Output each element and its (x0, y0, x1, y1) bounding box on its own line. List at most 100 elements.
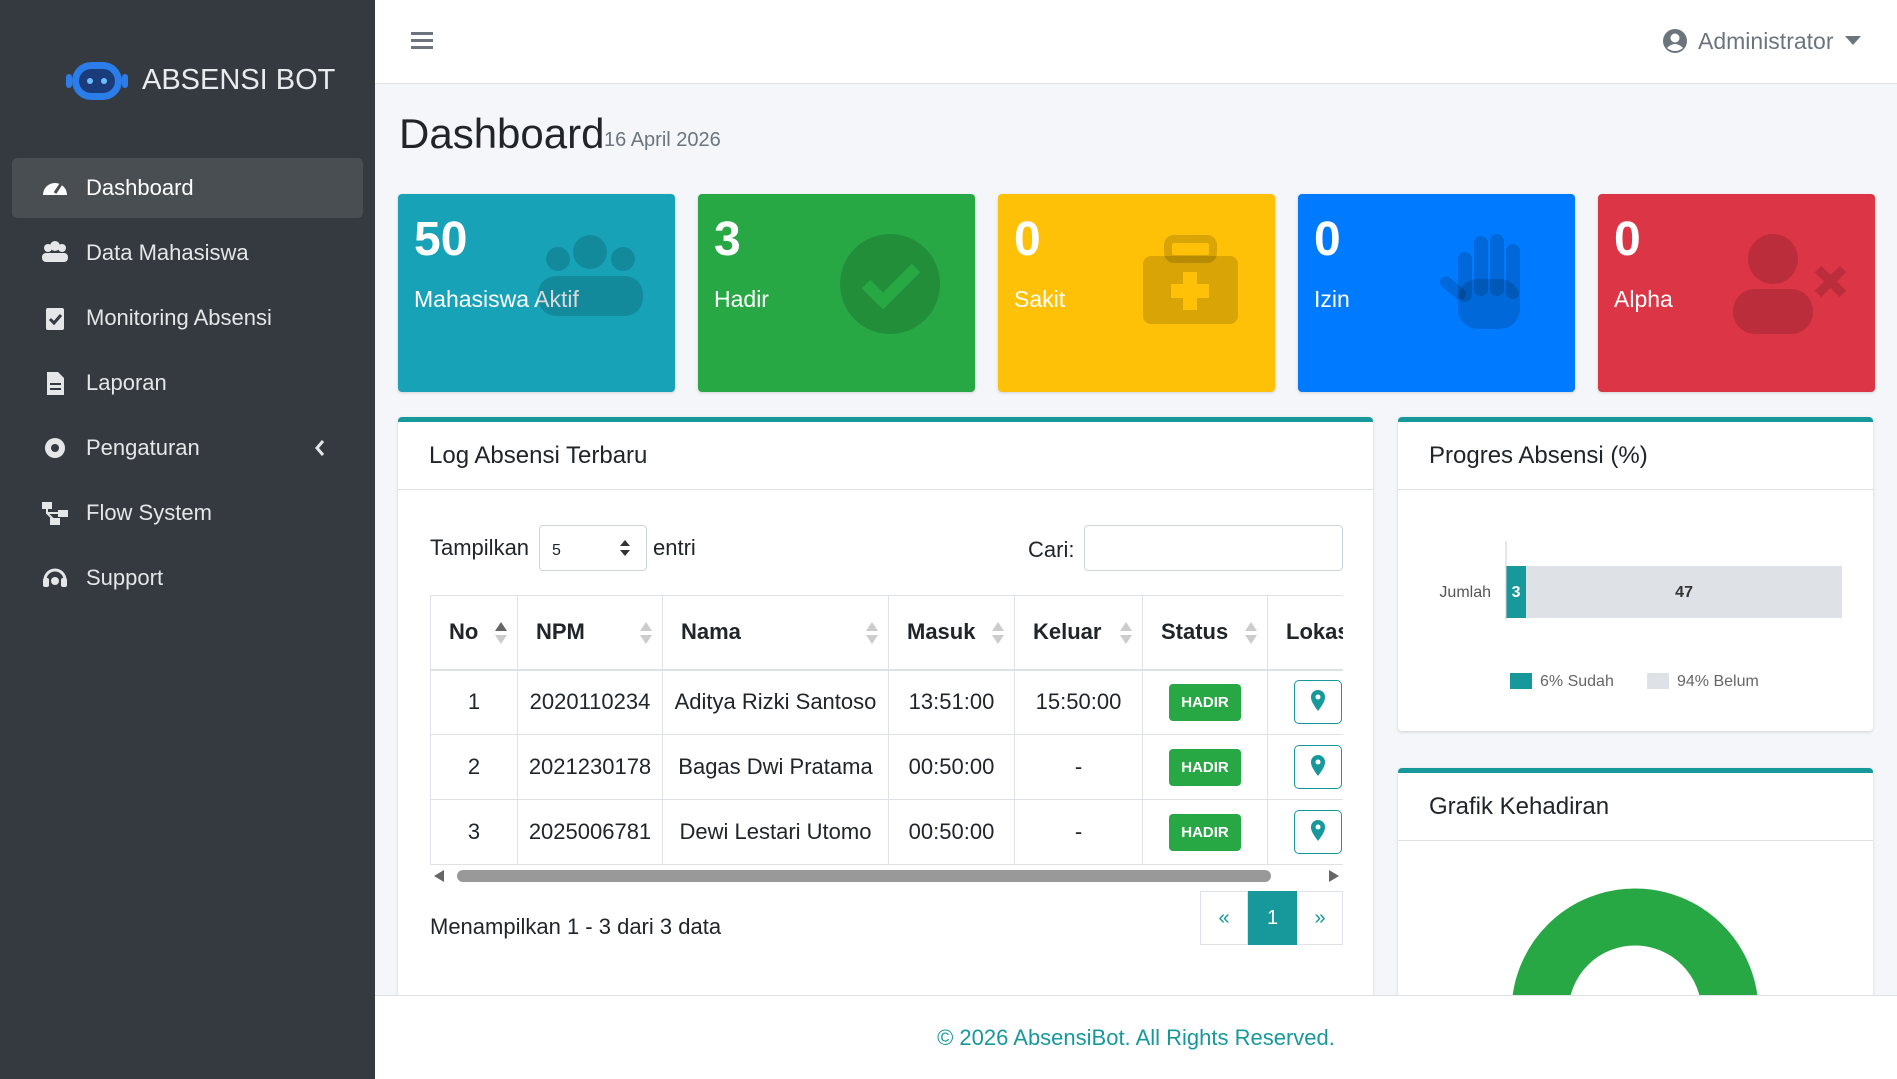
column-header[interactable]: Masuk (888, 595, 1015, 671)
page-button[interactable]: » (1297, 891, 1343, 945)
table-cell: 2020110234 (517, 669, 663, 735)
menu-label: Data Mahasiswa (86, 240, 249, 265)
column-header[interactable]: No (430, 595, 518, 671)
table-cell: 15:50:00 (1014, 669, 1143, 735)
page-button[interactable]: « (1200, 891, 1248, 945)
menu-label: Support (86, 565, 164, 590)
length-suffix: entri (653, 535, 696, 560)
menu-toggle[interactable] (411, 31, 433, 51)
menu-label: Flow System (86, 500, 212, 525)
table-cell: 13:51:00 (888, 669, 1015, 735)
column-header[interactable]: Lokasi (1267, 595, 1343, 671)
bar-segment (1506, 566, 1527, 618)
menu-item[interactable]: Flow System (12, 483, 363, 543)
sort-icon (992, 622, 1004, 644)
location-cell (1267, 734, 1343, 800)
sidebar: ABSENSI BOT Dashboard Data Mahasiswa Monit… (0, 0, 375, 1079)
menu-label: Pengaturan (86, 435, 200, 460)
user-icon (1663, 29, 1687, 53)
thead: No NPM Nama Masuk Keluar Status Lokasi (430, 595, 1343, 671)
stat-value: 3 (714, 213, 741, 266)
menu-item[interactable]: Pengaturan (12, 418, 363, 478)
chevron (315, 440, 325, 456)
column-label: Nama (681, 619, 741, 645)
status-badge: HADIR (1169, 813, 1241, 851)
top-bar: Administrator (375, 0, 1897, 84)
stat-box: 3 Hadir (698, 194, 975, 392)
tbody: 1 2020110234 Aditya Rizki Santoso 13:51:00 1… (430, 669, 1343, 865)
location-cell (1267, 669, 1343, 735)
stat-label: Hadir (714, 286, 769, 312)
menu-item[interactable]: Dashboard (12, 158, 363, 218)
log-card: Log Absensi Terbaru Tampilkan 5 entri Ca… (398, 417, 1373, 1057)
status-badge: HADIR (1169, 748, 1241, 786)
stat-box: 50 Mahasiswa Aktif (398, 194, 675, 392)
stat-value: 0 (1614, 213, 1641, 266)
table-cell: 00:50:00 (888, 799, 1015, 865)
location-button[interactable] (1294, 745, 1342, 789)
column-label: Status (1161, 619, 1229, 645)
table-cell: - (1014, 799, 1143, 865)
table-wrapper: No NPM Nama Masuk Keluar Status Lokasi 12020110… (430, 595, 1343, 872)
menu-icon (46, 308, 64, 330)
page-button[interactable]: 1 (1248, 891, 1297, 945)
column-header[interactable]: Keluar (1014, 595, 1143, 671)
sort-icon (495, 622, 507, 644)
stat-label: Sakit (1014, 286, 1066, 312)
stat-value: 0 (1014, 213, 1041, 266)
menu-item[interactable]: Monitoring Absensi (12, 288, 363, 348)
menu-item[interactable]: Support (12, 548, 363, 608)
header-row: No NPM Nama Masuk Keluar Status Lokasi (430, 595, 1343, 671)
stat-box: 0 Alpha (1598, 194, 1875, 392)
column-header[interactable]: Nama (662, 595, 889, 671)
log-table: No NPM Nama Masuk Keluar Status Lokasi 12020110… (430, 595, 1343, 865)
table-row: 2 2021230178 Bagas Dwi Pratama 00:50:00- HAD… (430, 734, 1343, 800)
sort-icon (1120, 622, 1132, 644)
table-cell: 3 (430, 799, 518, 865)
stat-icon (538, 235, 643, 316)
bar-segment (1526, 566, 1842, 618)
table-cell: Aditya Rizki Santoso (662, 669, 889, 735)
menu-label: Monitoring Absensi (86, 305, 272, 330)
menu-item[interactable]: Data Mahasiswa (12, 223, 363, 283)
menu-item[interactable]: Laporan (12, 353, 363, 413)
legend-swatch (1647, 673, 1669, 689)
stat-box: 0 Izin (1298, 194, 1575, 392)
search-input[interactable] (1084, 525, 1343, 571)
stat-icon (1733, 234, 1847, 334)
footer-text: © 2026 AbsensiBot. All Rights Reserved. (937, 1024, 1335, 1050)
length-select[interactable]: 5 (539, 525, 647, 571)
column-header[interactable]: Status (1142, 595, 1268, 671)
menu-icon (43, 183, 67, 195)
user-menu[interactable]: Administrator (1698, 28, 1834, 54)
data-label: 47 (1675, 584, 1693, 601)
menu-icon (42, 502, 68, 525)
brand: ABSENSI BOT (142, 64, 336, 96)
stat-icon (840, 234, 940, 334)
table-cell: Bagas Dwi Pratama (662, 734, 889, 800)
column-label: Lokasi (1286, 619, 1343, 645)
table-cell: Dewi Lestari Utomo (662, 799, 889, 865)
table-cell: HADIR (1142, 734, 1268, 800)
location-button[interactable] (1294, 810, 1342, 854)
pin-icon (1311, 820, 1325, 841)
location-button[interactable] (1294, 680, 1342, 725)
pin-icon (1311, 755, 1325, 776)
menu-label: Laporan (86, 370, 167, 395)
length-label: Tampilkan (430, 535, 530, 560)
page-date: 16 April 2026 (604, 129, 721, 151)
column-header[interactable]: NPM (517, 595, 663, 671)
category-label: Jumlah (1439, 584, 1491, 601)
status-badge: HADIR (1169, 683, 1241, 721)
page-title: Dashboard (399, 110, 605, 157)
column-label: Keluar (1033, 619, 1102, 645)
scrollbar[interactable] (430, 868, 1343, 884)
sort-icon (640, 622, 652, 644)
data-label: 3 (1512, 584, 1521, 601)
card-title: Grafik Kehadiran (1398, 773, 1873, 841)
legend-swatch (1510, 673, 1532, 689)
menu-icon (43, 568, 67, 587)
table-row: 3 2025006781 Dewi Lestari Utomo 00:50:00- HA… (430, 799, 1343, 865)
table-cell: 00:50:00 (888, 734, 1015, 800)
